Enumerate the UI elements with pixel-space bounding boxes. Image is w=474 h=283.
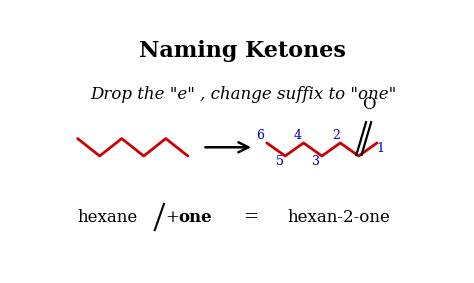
Text: 6: 6: [256, 129, 264, 142]
Text: one: one: [179, 209, 212, 226]
Text: 5: 5: [276, 155, 283, 168]
Text: Drop the "e" , change suffix to "one": Drop the "e" , change suffix to "one": [90, 86, 396, 103]
Text: 4: 4: [294, 129, 302, 142]
Text: 3: 3: [312, 155, 320, 168]
Text: =: =: [243, 208, 258, 226]
Text: hexan-2-one: hexan-2-one: [287, 209, 390, 226]
Text: 1: 1: [376, 142, 384, 155]
Text: hexane: hexane: [78, 209, 138, 226]
Text: Naming Ketones: Naming Ketones: [139, 40, 346, 63]
Text: O: O: [362, 97, 376, 113]
Text: 2: 2: [332, 129, 340, 142]
Text: +: +: [166, 209, 183, 226]
